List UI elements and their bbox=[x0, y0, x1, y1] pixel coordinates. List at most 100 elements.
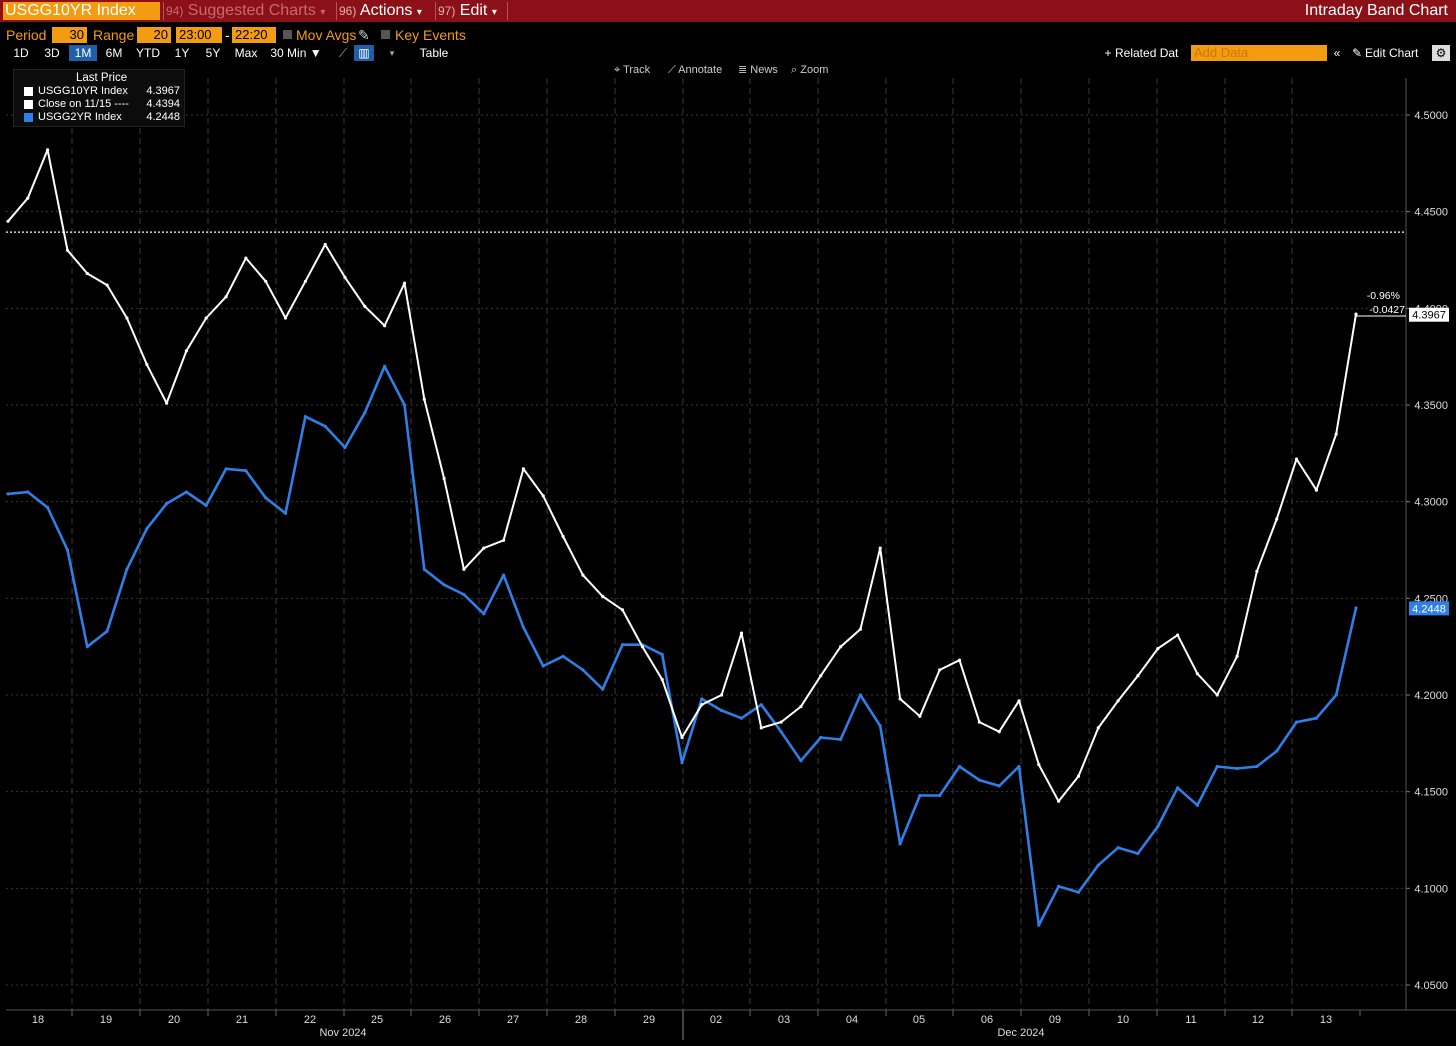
data-point-2y bbox=[422, 567, 426, 571]
range-button-1y[interactable]: 1Y bbox=[174, 46, 190, 60]
data-point-10y bbox=[1215, 693, 1219, 697]
last-value-tag-10y-bg bbox=[1409, 307, 1449, 322]
pencil-icon[interactable]: ✎ bbox=[358, 27, 370, 43]
edit-pencil-icon[interactable]: ✎ bbox=[1351, 46, 1363, 60]
collapse-icon[interactable]: « bbox=[1333, 46, 1341, 60]
track-label: Track bbox=[623, 64, 651, 76]
x-tick-label: 06 bbox=[981, 1014, 993, 1026]
legend-row-10y[interactable]: USGG10YR Index 4.3967 bbox=[18, 85, 184, 98]
mov-avgs-checkbox[interactable] bbox=[283, 30, 292, 39]
data-point-2y bbox=[1275, 749, 1279, 753]
series-line-2y bbox=[7, 364, 1358, 927]
data-point-10y bbox=[6, 219, 10, 223]
key-events-checkbox[interactable] bbox=[381, 30, 390, 39]
data-point-2y bbox=[799, 759, 803, 763]
table-button[interactable]: Table bbox=[419, 46, 449, 60]
data-point-2y bbox=[204, 503, 208, 508]
data-point-10y bbox=[1057, 799, 1061, 803]
data-point-10y bbox=[1275, 517, 1279, 521]
suggested-charts-number: 94) bbox=[166, 4, 184, 18]
data-point-2y bbox=[1096, 863, 1100, 867]
data-point-2y bbox=[660, 652, 664, 657]
data-point-10y bbox=[521, 467, 526, 471]
data-point-10y bbox=[1255, 569, 1259, 573]
zoom-icon: ⌕ bbox=[791, 64, 798, 76]
edit-chart-button[interactable]: Edit Chart bbox=[1365, 46, 1419, 60]
data-point-10y bbox=[918, 714, 922, 718]
data-point-2y bbox=[482, 612, 486, 616]
data-point-2y bbox=[1136, 851, 1140, 856]
data-point-10y bbox=[283, 316, 288, 320]
x-tick-label: 11 bbox=[1185, 1014, 1196, 1026]
data-point-10y bbox=[264, 279, 268, 283]
range-button-5y[interactable]: 5Y bbox=[205, 46, 221, 60]
separator bbox=[507, 2, 508, 20]
data-point-2y bbox=[601, 687, 605, 691]
time-end-input[interactable]: 22:20 bbox=[232, 27, 276, 43]
key-events-label: Key Events bbox=[395, 27, 466, 43]
last-value-tag-2y-bg bbox=[1409, 601, 1449, 616]
edit-label: Edit bbox=[459, 2, 488, 19]
data-point-10y bbox=[1096, 726, 1100, 730]
time-start-input[interactable]: 23:00 bbox=[176, 27, 222, 43]
y-tick-label: 4.2000 bbox=[1414, 690, 1448, 702]
data-point-10y bbox=[125, 316, 129, 320]
range-button-1d[interactable]: 1D bbox=[13, 46, 29, 60]
data-point-2y bbox=[581, 668, 585, 672]
settings-bar: Period 30 Range 20 23:00 - 22:20 Mov Avg… bbox=[0, 26, 1456, 44]
data-point-10y bbox=[343, 275, 347, 279]
data-point-2y bbox=[779, 730, 783, 734]
data-point-2y bbox=[957, 764, 962, 769]
annotate-label: Annotate bbox=[678, 64, 723, 76]
actions-button[interactable]: 96) Actions ▾ bbox=[339, 0, 422, 22]
data-point-10y bbox=[1017, 699, 1021, 703]
zoom-tool[interactable]: ⌕ Zoom bbox=[791, 62, 828, 78]
related-data-button[interactable]: Related Dat bbox=[1115, 46, 1179, 60]
separator bbox=[435, 2, 436, 20]
range-button-1m[interactable]: 1M bbox=[69, 45, 97, 61]
legend-name: USGG10YR Index bbox=[38, 85, 128, 97]
range-button-max[interactable]: Max bbox=[234, 46, 258, 60]
data-point-2y bbox=[1294, 720, 1299, 724]
line-chart-icon[interactable]: ⟋ bbox=[338, 46, 348, 60]
settings-gear-icon[interactable]: ⚙ bbox=[1432, 45, 1450, 61]
legend-row-2y[interactable]: USGG2YR Index 4.2448 bbox=[18, 111, 184, 124]
x-tick-label: 10 bbox=[1117, 1014, 1129, 1026]
data-point-2y bbox=[938, 793, 942, 798]
period-input[interactable]: 30 bbox=[52, 27, 87, 43]
data-point-2y bbox=[1057, 884, 1061, 889]
data-point-2y bbox=[1116, 846, 1120, 850]
data-point-2y bbox=[244, 469, 248, 473]
chart-series bbox=[6, 148, 1358, 927]
legend-row-close[interactable]: Close on 11/15 ---- 4.4394 bbox=[18, 98, 184, 111]
data-point-10y bbox=[799, 705, 803, 709]
plus-icon[interactable]: + bbox=[1104, 46, 1112, 60]
x-tick-label: 19 bbox=[100, 1014, 112, 1026]
edit-button[interactable]: 97) Edit ▾ bbox=[438, 0, 497, 22]
data-point-10y bbox=[422, 397, 426, 401]
bar-chart-icon[interactable]: ▥ bbox=[354, 45, 374, 61]
range-button-ytd[interactable]: YTD bbox=[136, 46, 160, 60]
annotate-tool[interactable]: ⟋ Annotate bbox=[668, 62, 722, 78]
add-data-input[interactable]: Add Data bbox=[1191, 45, 1327, 61]
data-point-10y bbox=[442, 476, 446, 481]
data-point-10y bbox=[541, 494, 545, 498]
data-point-10y bbox=[680, 735, 684, 740]
data-point-2y bbox=[6, 492, 10, 496]
data-point-10y bbox=[977, 720, 982, 724]
suggested-charts-button[interactable]: 94) Suggested Charts ▾ bbox=[166, 0, 325, 22]
ticker-input[interactable]: USGG10YR Index bbox=[3, 2, 160, 20]
data-point-2y bbox=[85, 645, 89, 649]
dropdown-arrow-icon: ▾ bbox=[491, 7, 497, 18]
data-point-10y bbox=[938, 668, 942, 672]
range-button-3d[interactable]: 3D bbox=[44, 46, 60, 60]
chart-grid bbox=[6, 78, 1456, 1011]
news-tool[interactable]: ≣ News bbox=[738, 62, 778, 78]
chart-type-dropdown-icon[interactable]: ▾ bbox=[389, 48, 395, 58]
range-button-6m[interactable]: 6M bbox=[105, 46, 123, 60]
range-input[interactable]: 20 bbox=[137, 27, 171, 43]
x-tick-label: 22 bbox=[304, 1014, 316, 1026]
interval-select[interactable]: 30 Min ▼ bbox=[270, 46, 322, 60]
track-tool[interactable]: ⌖ Track bbox=[614, 62, 650, 78]
